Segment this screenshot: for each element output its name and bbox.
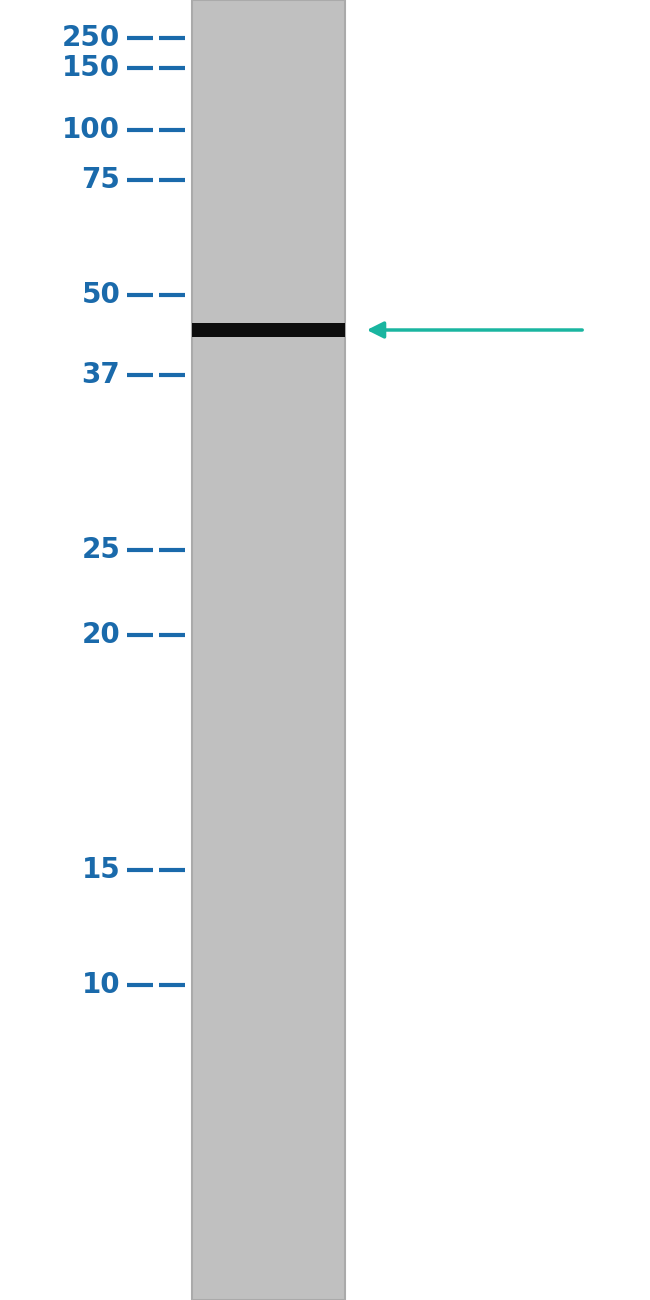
- Text: 10: 10: [82, 971, 120, 998]
- Bar: [192, 322, 344, 337]
- Text: 20: 20: [81, 621, 120, 649]
- Text: 15: 15: [81, 855, 120, 884]
- Text: 25: 25: [81, 536, 120, 564]
- Text: 50: 50: [81, 281, 120, 309]
- Text: 100: 100: [62, 116, 120, 144]
- Text: 37: 37: [81, 361, 120, 389]
- Text: 150: 150: [62, 55, 120, 82]
- Text: 250: 250: [62, 23, 120, 52]
- Bar: [192, 0, 344, 1300]
- Text: 75: 75: [81, 166, 120, 194]
